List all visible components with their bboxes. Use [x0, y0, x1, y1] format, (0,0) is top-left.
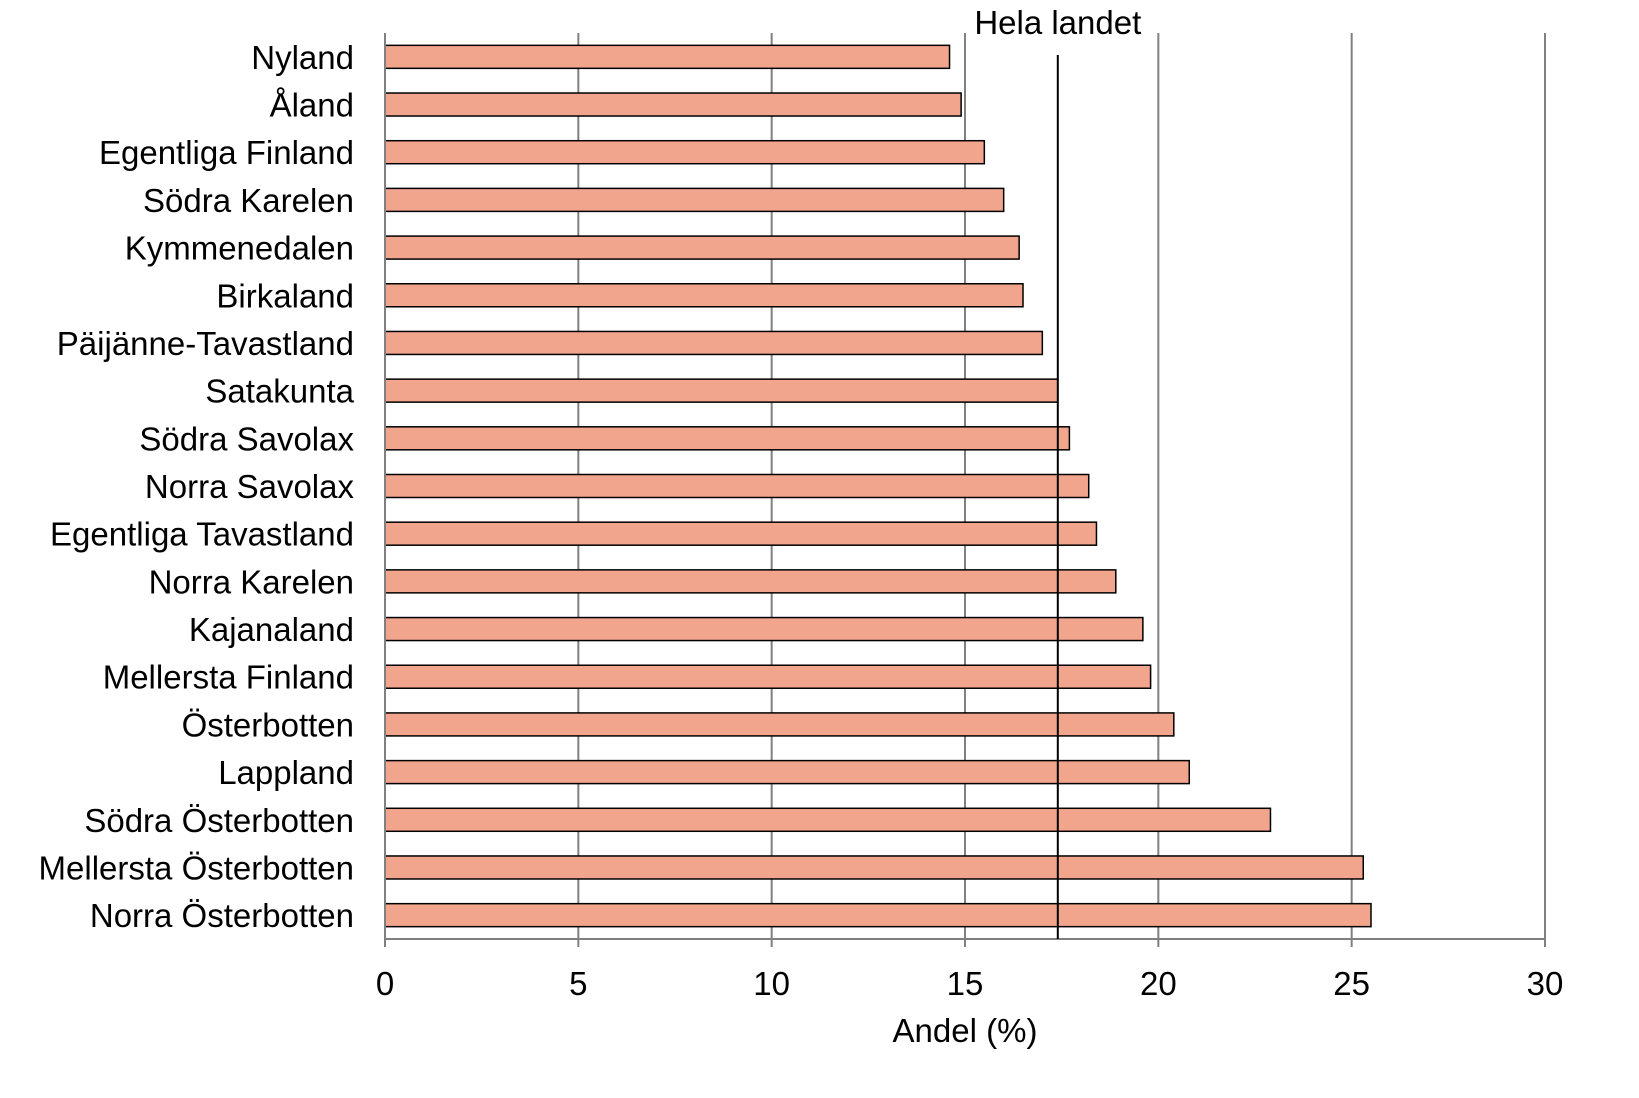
bar-3 — [384, 139, 986, 165]
x-axis-title: Andel (%) — [893, 1012, 1038, 1049]
category-label-19: Norra Österbotten — [90, 897, 354, 934]
category-label-10: Norra Savolax — [145, 468, 355, 505]
category-labels: Nyland Åland Egentliga Finland Södra Karele… — [39, 39, 355, 934]
bar-17 — [384, 807, 1272, 833]
category-label-15: Österbotten — [182, 706, 354, 743]
x-tick-label-5: 5 — [569, 965, 587, 1002]
bar-18 — [384, 855, 1365, 880]
bar-10 — [384, 473, 1090, 499]
bar-11 — [384, 521, 1098, 546]
bar-6 — [384, 283, 1024, 308]
bar-16 — [384, 759, 1191, 785]
bar-4 — [384, 187, 1005, 213]
x-tick-label-15: 15 — [947, 965, 984, 1002]
category-label-6: Birkaland — [216, 277, 354, 314]
bar-7 — [384, 330, 1044, 356]
category-label-16: Lappland — [218, 754, 354, 791]
category-label-3: Egentliga Finland — [99, 134, 354, 171]
category-label-11: Egentliga Tavastland — [50, 516, 354, 553]
category-label-1: Nyland — [251, 39, 354, 76]
category-label-18: Mellersta Österbotten — [39, 849, 354, 886]
bar-12 — [384, 569, 1117, 594]
bar-9 — [384, 426, 1071, 451]
bar-14 — [384, 664, 1152, 689]
category-label-4: Södra Karelen — [143, 182, 354, 219]
category-label-9: Södra Savolax — [139, 420, 354, 457]
bar-5 — [384, 235, 1020, 260]
x-tick-label-0: 0 — [376, 965, 394, 1002]
category-label-5: Kymmenedalen — [125, 230, 354, 267]
x-tick-label-20: 20 — [1140, 965, 1177, 1002]
reference-line-group: Hela landet — [974, 4, 1141, 939]
category-label-13: Kajanaland — [189, 611, 354, 648]
bars — [384, 44, 1372, 928]
x-tick-label-30: 30 — [1527, 965, 1564, 1002]
category-label-2: Åland — [270, 87, 354, 124]
reference-line-label: Hela landet — [974, 4, 1141, 41]
bar-13 — [384, 616, 1144, 642]
category-label-12: Norra Karelen — [149, 563, 354, 600]
bar-8 — [384, 378, 1059, 403]
category-label-17: Södra Österbotten — [84, 802, 354, 839]
bar-2 — [384, 92, 962, 117]
bar-15 — [384, 712, 1175, 737]
x-axis — [384, 33, 1546, 947]
x-tick-label-10: 10 — [753, 965, 790, 1002]
category-label-7: Päijänne-Tavastland — [57, 325, 354, 362]
tick-labels: 0 5 10 15 20 25 30 — [376, 965, 1564, 1002]
category-label-14: Mellersta Finland — [103, 659, 354, 696]
bar-1 — [384, 44, 951, 70]
category-label-8: Satakunta — [205, 373, 354, 410]
bar-19 — [384, 902, 1372, 928]
x-tick-label-25: 25 — [1333, 965, 1370, 1002]
